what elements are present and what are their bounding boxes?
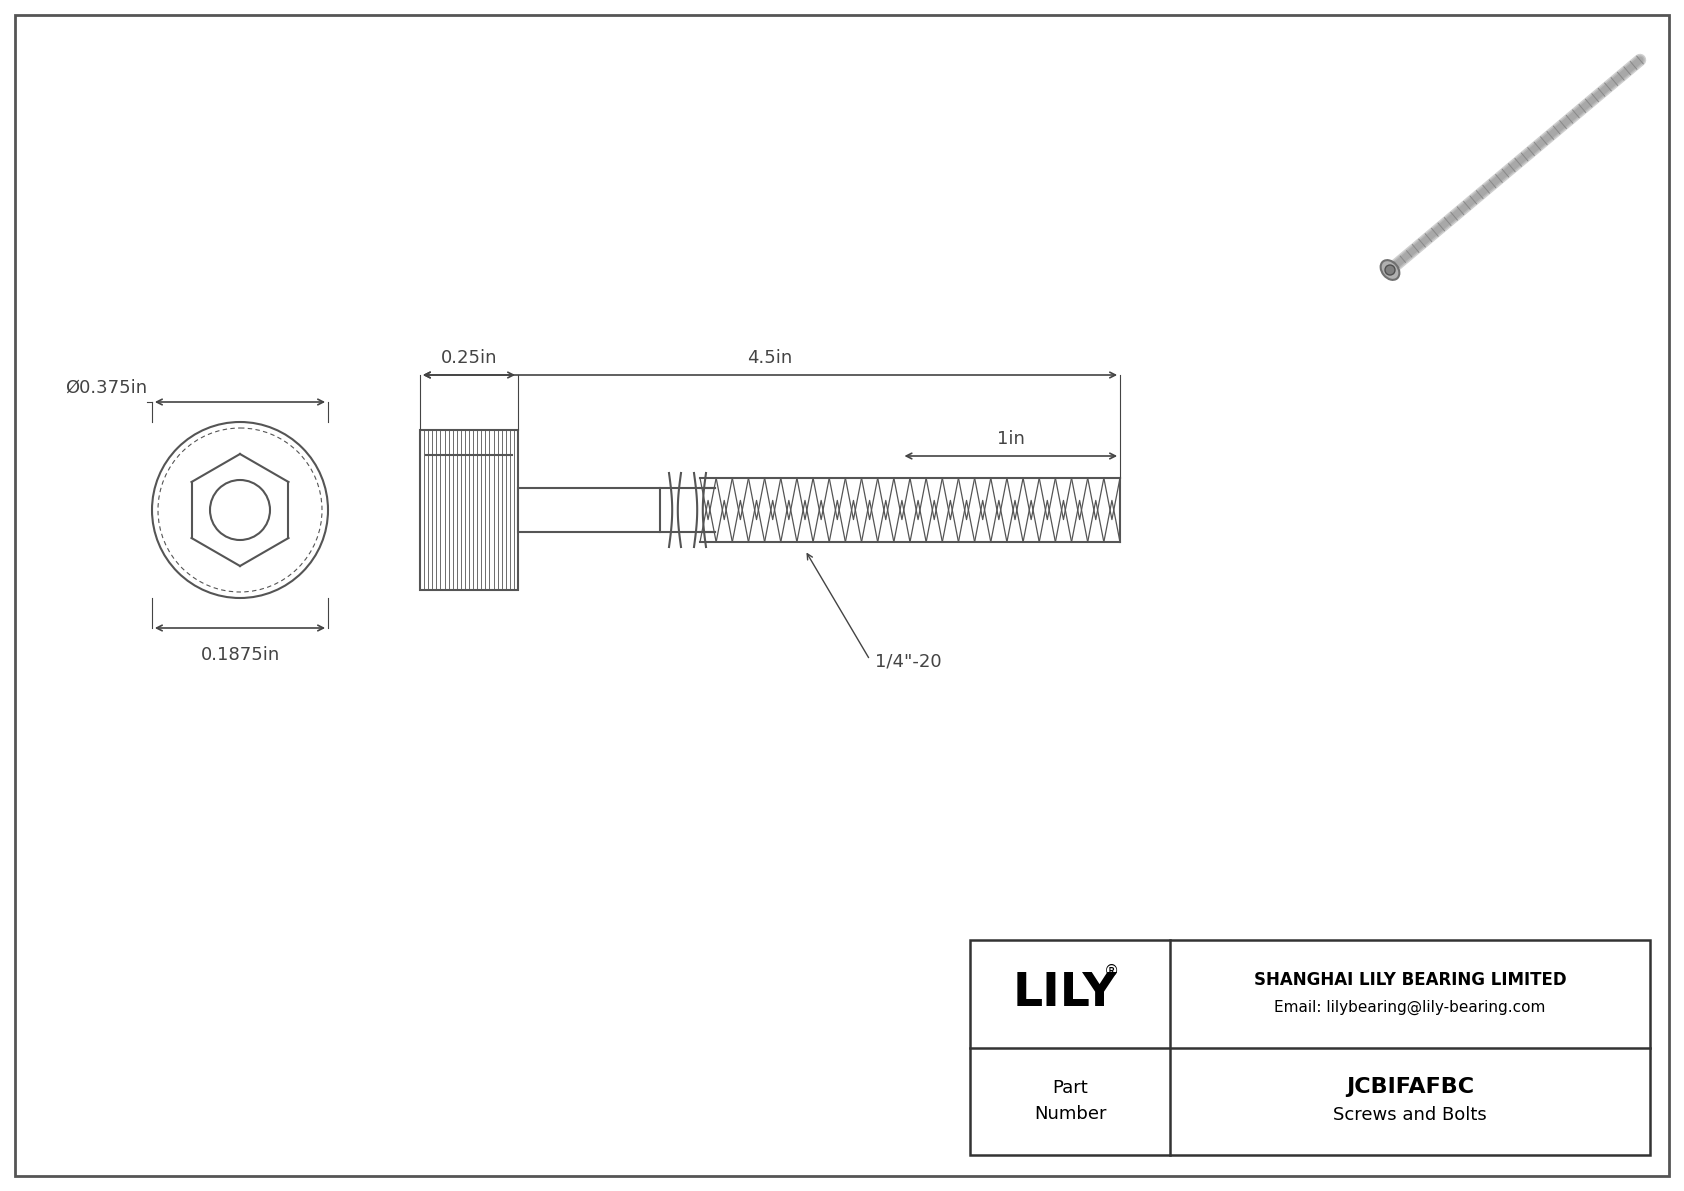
Bar xyxy=(970,940,1650,1155)
Text: SHANGHAI LILY BEARING LIMITED: SHANGHAI LILY BEARING LIMITED xyxy=(1253,971,1566,989)
Text: Email: lilybearing@lily-bearing.com: Email: lilybearing@lily-bearing.com xyxy=(1275,1000,1546,1016)
Text: Ø0.375in: Ø0.375in xyxy=(66,379,147,397)
Text: Screws and Bolts: Screws and Bolts xyxy=(1334,1106,1487,1124)
Text: 1in: 1in xyxy=(997,430,1026,448)
Ellipse shape xyxy=(1381,260,1399,280)
Text: JCBIFAFBC: JCBIFAFBC xyxy=(1346,1077,1474,1097)
Bar xyxy=(519,488,660,532)
Text: ®: ® xyxy=(1105,965,1120,979)
Bar xyxy=(419,430,519,590)
Text: 4.5in: 4.5in xyxy=(748,349,793,367)
Circle shape xyxy=(1384,266,1394,275)
Text: 0.25in: 0.25in xyxy=(441,349,497,367)
Text: Part
Number: Part Number xyxy=(1034,1079,1106,1123)
Text: 1/4"-20: 1/4"-20 xyxy=(876,653,941,671)
Text: LILY: LILY xyxy=(1012,971,1116,1016)
Text: 0.1875in: 0.1875in xyxy=(200,646,280,665)
